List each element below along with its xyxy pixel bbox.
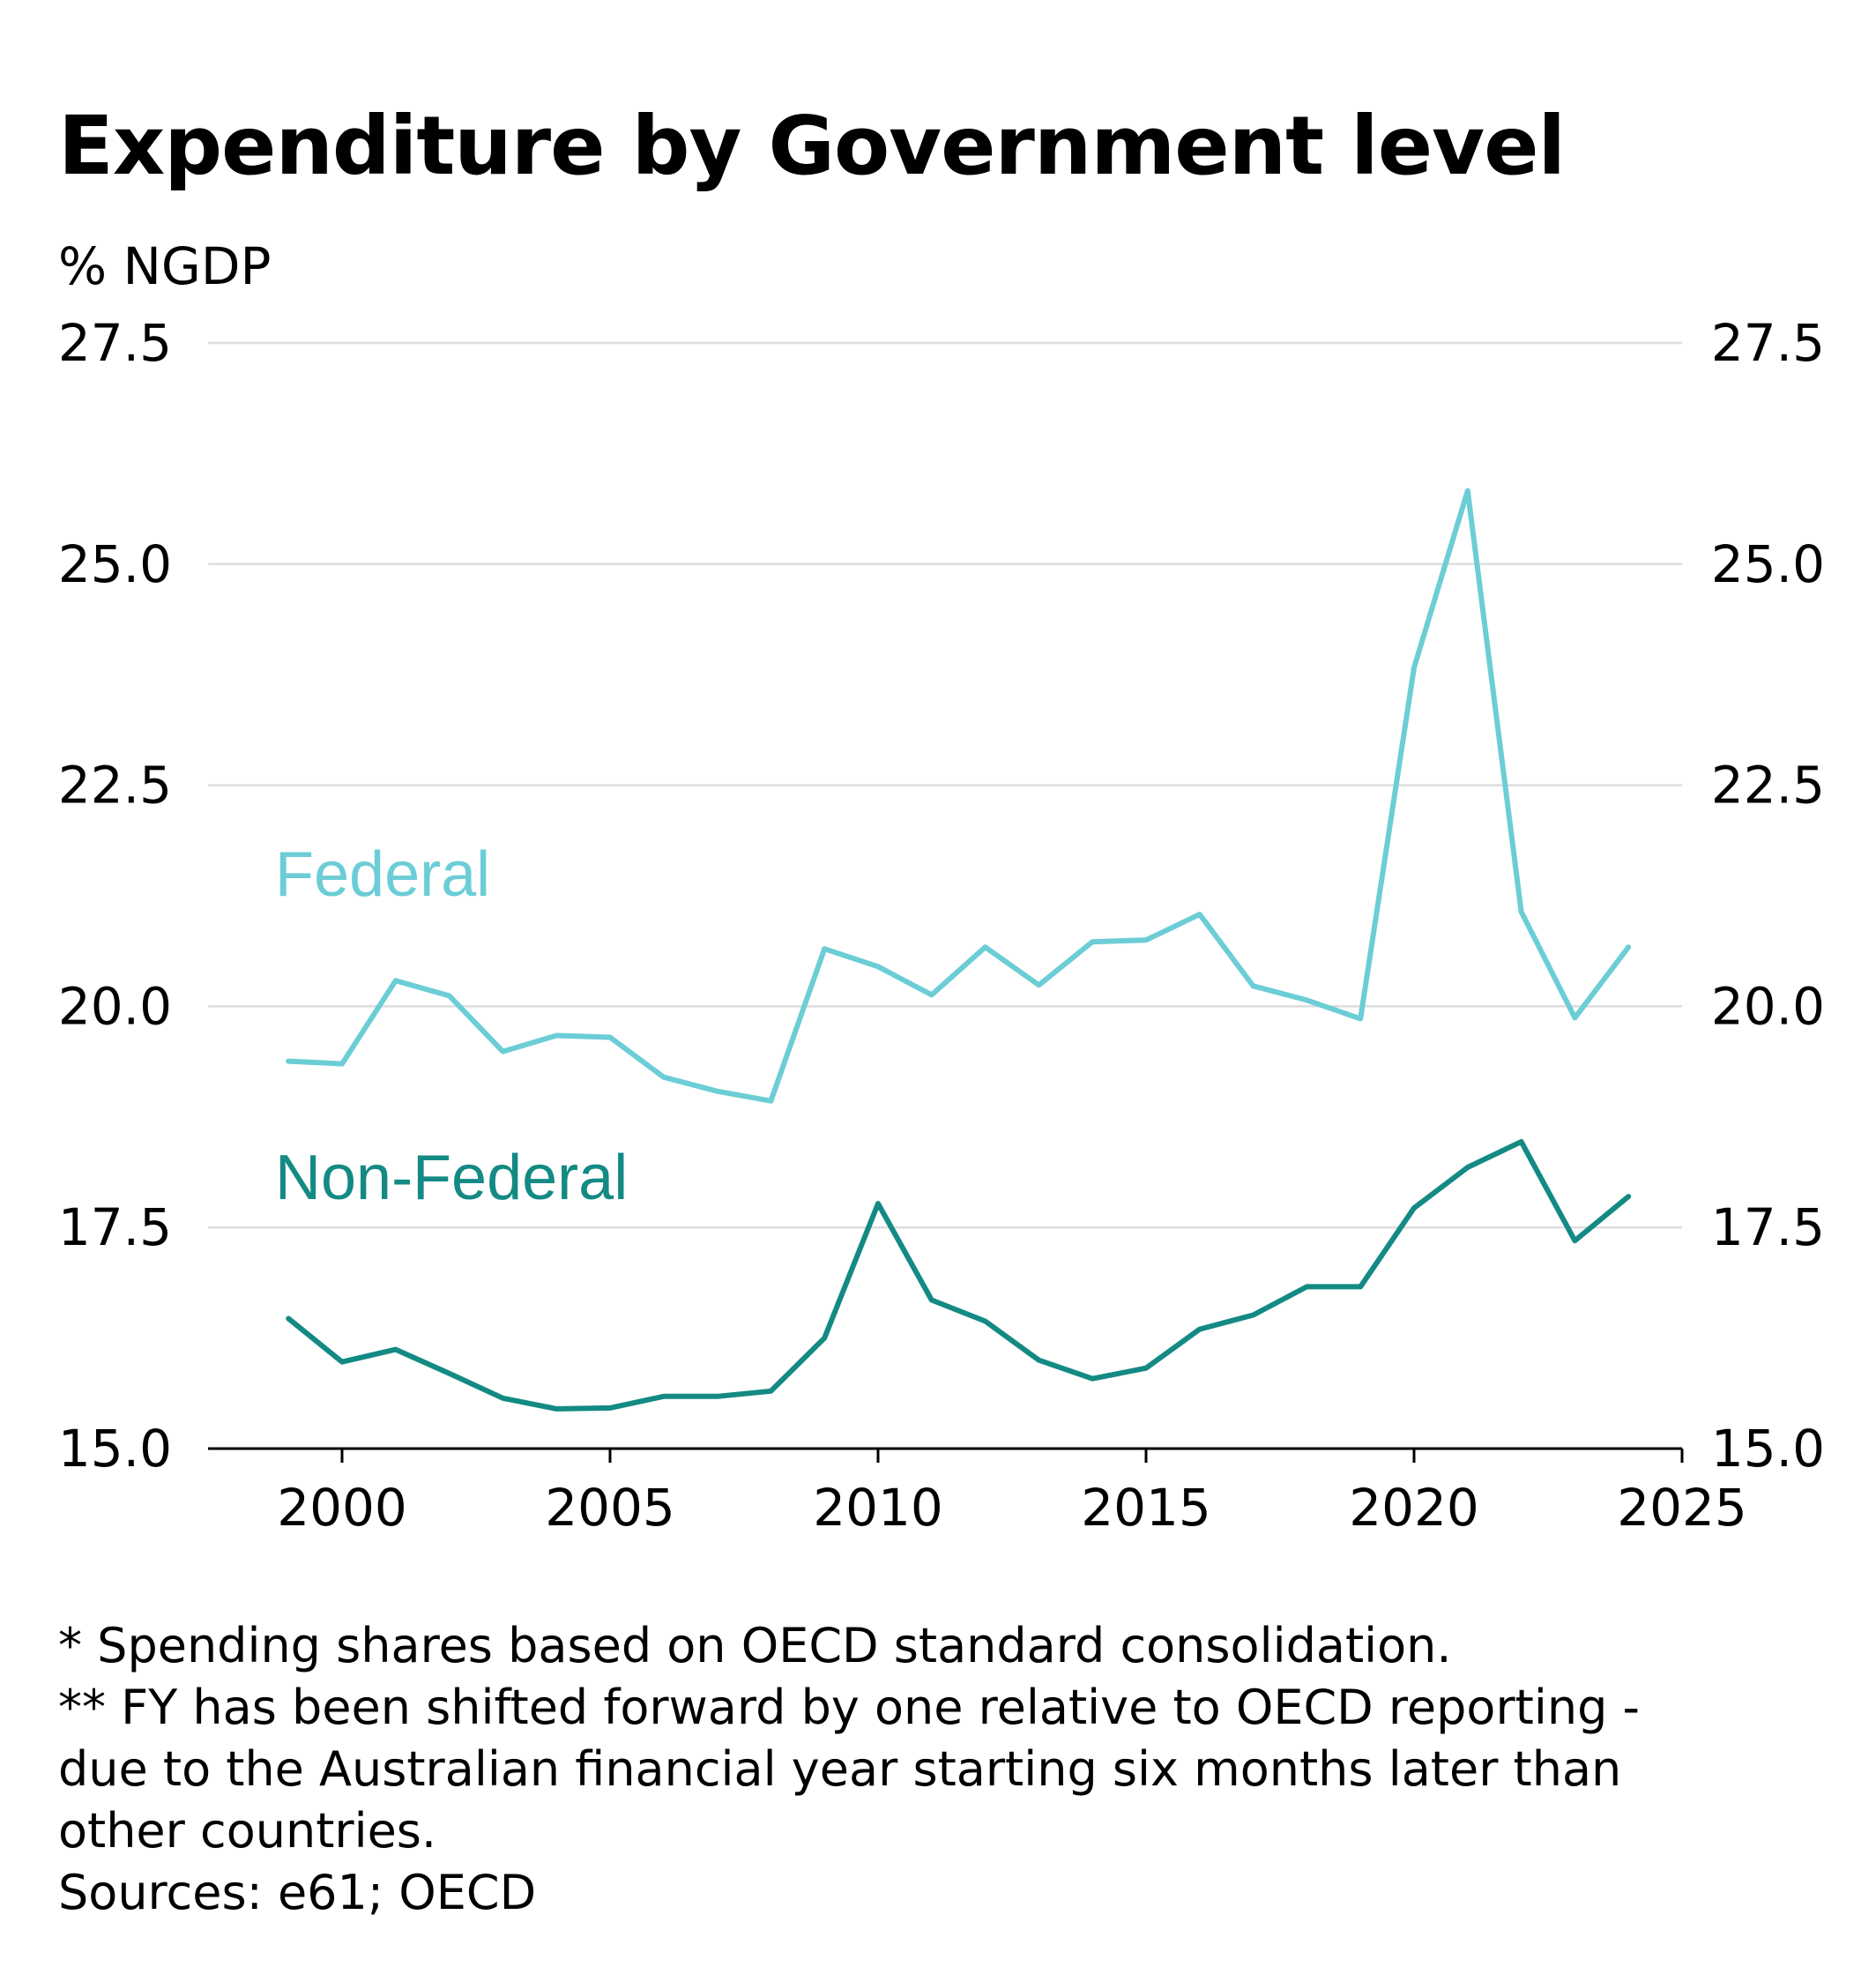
y-tick-label-right: 17.5 [1711,1197,1825,1257]
series-line-federal [286,488,1632,1104]
y-tick-label-left: 20.0 [58,976,172,1036]
y-axis-unit-label: % NGDP [58,236,272,296]
y-tick-label-left: 17.5 [58,1197,172,1257]
y-tick-label-left: 27.5 [58,313,172,373]
series-label-non-federal: Non-Federal [275,1143,628,1213]
series-label-federal: Federal [275,839,490,910]
footnotes: * Spending shares based on OECD standard… [58,1615,1821,1924]
y-tick-label-left: 22.5 [58,756,172,816]
series-line-non-federal [286,1138,1632,1412]
x-tick-label: 2020 [1349,1478,1479,1538]
footnote-fy-shift: ** FY has been shifted forward by one re… [58,1680,1640,1735]
series-labels: Federal Non-Federal [275,839,628,1213]
x-tick-label: 2005 [545,1478,675,1538]
footnote-fy-shift-cont: due to the Australian financial year sta… [58,1741,1622,1797]
y-tick-label-left: 25.0 [58,534,172,594]
y-tick-label-left: 15.0 [58,1419,172,1479]
footnote-consolidation: * Spending shares based on OECD standard… [58,1618,1452,1673]
gridlines [208,341,1682,1229]
y-tick-label-right: 20.0 [1711,976,1825,1036]
y-tick-label-right: 15.0 [1711,1419,1825,1479]
series-lines [286,488,1632,1412]
x-axis-ticks: 2000 2005 2010 2015 2020 2025 [277,1449,1747,1538]
y-tick-label-right: 27.5 [1711,313,1825,373]
footnote-fy-shift-end: other countries. [58,1803,437,1859]
y-axis-right: 15.0 17.5 20.0 22.5 25.0 27.5 [1711,313,1825,1479]
sources-note: Sources: e61; OECD [58,1865,537,1920]
y-axis-left: 15.0 17.5 20.0 22.5 25.0 27.5 [58,313,172,1479]
x-tick-label: 2000 [277,1478,407,1538]
y-tick-label-right: 25.0 [1711,534,1825,594]
chart-title: Expenditure by Government level [58,99,1566,193]
x-tick-label: 2010 [813,1478,943,1538]
x-tick-label: 2015 [1081,1478,1211,1538]
y-tick-label-right: 22.5 [1711,756,1825,816]
x-tick-label: 2025 [1617,1478,1747,1538]
